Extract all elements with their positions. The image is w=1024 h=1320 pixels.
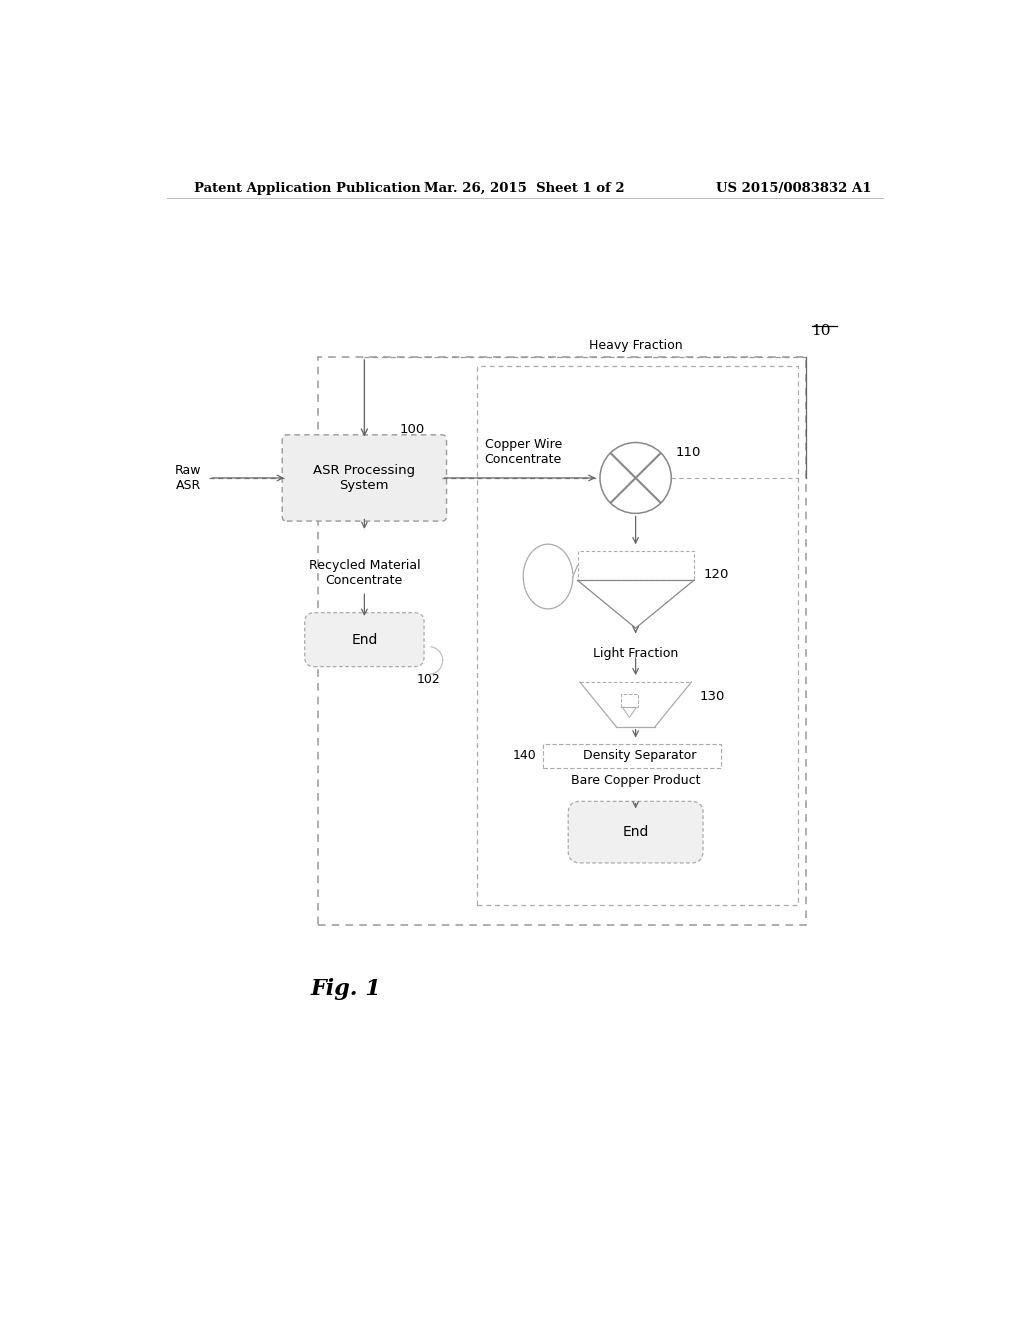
- Text: End: End: [351, 632, 378, 647]
- Text: ASR Processing
System: ASR Processing System: [313, 463, 416, 492]
- Text: Raw
ASR: Raw ASR: [175, 463, 202, 492]
- Text: 120: 120: [703, 568, 729, 581]
- Text: US 2015/0083832 A1: US 2015/0083832 A1: [717, 182, 872, 194]
- Text: Patent Application Publication: Patent Application Publication: [194, 182, 421, 194]
- Text: Density Separator: Density Separator: [583, 750, 696, 763]
- Text: 110: 110: [676, 446, 701, 459]
- Text: Mar. 26, 2015  Sheet 1 of 2: Mar. 26, 2015 Sheet 1 of 2: [425, 182, 625, 194]
- Text: Bare Copper Product: Bare Copper Product: [570, 775, 700, 788]
- Text: Fig. 1: Fig. 1: [310, 978, 381, 1001]
- Text: 100: 100: [399, 422, 425, 436]
- FancyBboxPatch shape: [305, 612, 424, 667]
- Text: 10: 10: [812, 323, 831, 338]
- Text: Copper Wire
Concentrate: Copper Wire Concentrate: [484, 438, 562, 466]
- Text: 140: 140: [513, 750, 537, 763]
- Text: Heavy Fraction: Heavy Fraction: [589, 339, 682, 351]
- Text: Light Fraction: Light Fraction: [593, 647, 678, 660]
- Text: Recycled Material
Concentrate: Recycled Material Concentrate: [308, 558, 420, 587]
- Text: End: End: [623, 825, 649, 840]
- Text: 102: 102: [417, 673, 440, 686]
- FancyBboxPatch shape: [568, 801, 703, 863]
- FancyBboxPatch shape: [283, 434, 446, 521]
- Text: 130: 130: [699, 690, 725, 704]
